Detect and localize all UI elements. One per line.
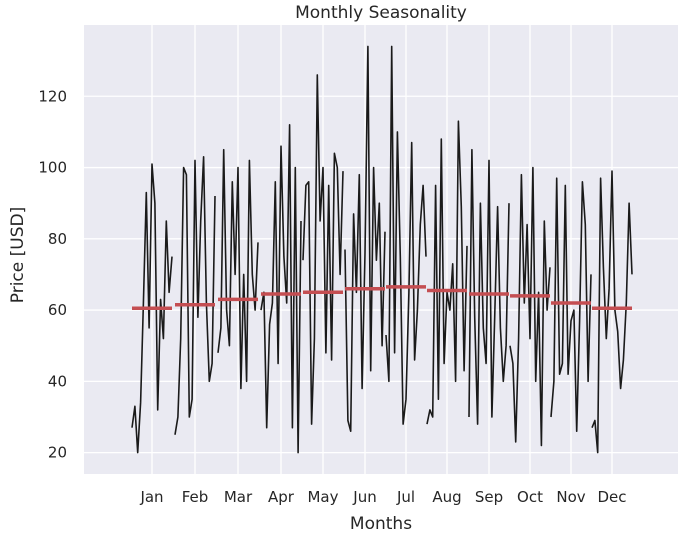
month-series-line xyxy=(591,170,633,454)
x-tick-label: Jul xyxy=(396,488,415,506)
y-tick-label: 100 xyxy=(38,159,67,177)
x-tick-label: Mar xyxy=(224,488,253,506)
x-tick-label: Oct xyxy=(517,488,543,506)
y-tick-labels: 20 40 60 80 100 120 xyxy=(38,87,67,461)
month-series-line xyxy=(468,148,510,425)
x-axis-label: Months xyxy=(350,514,412,534)
month-series-line xyxy=(426,120,468,425)
x-tick-label: Jun xyxy=(352,488,376,506)
month-series-line xyxy=(131,163,173,454)
y-tick-label: 60 xyxy=(48,301,67,319)
x-tick-label: Sep xyxy=(475,488,503,506)
month-series-line xyxy=(344,45,386,433)
x-tick-labels: Jan Feb Mar Apr May Jun Jul Aug Sep Oct Nov Dec xyxy=(139,488,626,506)
x-tick-label: Dec xyxy=(597,488,626,506)
y-tick-label: 80 xyxy=(48,230,67,248)
x-tick-label: May xyxy=(307,488,338,506)
chart-title: Monthly Seasonality xyxy=(295,3,467,23)
x-tick-label: Feb xyxy=(182,488,209,506)
month-series-line xyxy=(302,74,344,425)
x-tick-label: Jan xyxy=(139,488,163,506)
y-axis-label: Price [USD] xyxy=(8,207,28,303)
y-tick-label: 120 xyxy=(38,87,67,105)
month-series-line xyxy=(550,177,592,433)
month-series-line xyxy=(174,156,216,435)
month-series-line xyxy=(385,45,427,425)
month-series-line xyxy=(260,124,302,454)
x-tick-label: Apr xyxy=(268,488,295,506)
monthly-mean-lines xyxy=(132,285,632,311)
x-tick-label: Nov xyxy=(556,488,585,506)
price-series xyxy=(131,45,633,454)
y-tick-label: 40 xyxy=(48,372,67,390)
month-series-line xyxy=(217,148,259,390)
x-tick-label: Aug xyxy=(432,488,461,506)
x-gridlines xyxy=(151,25,613,474)
y-tick-label: 20 xyxy=(48,444,67,462)
